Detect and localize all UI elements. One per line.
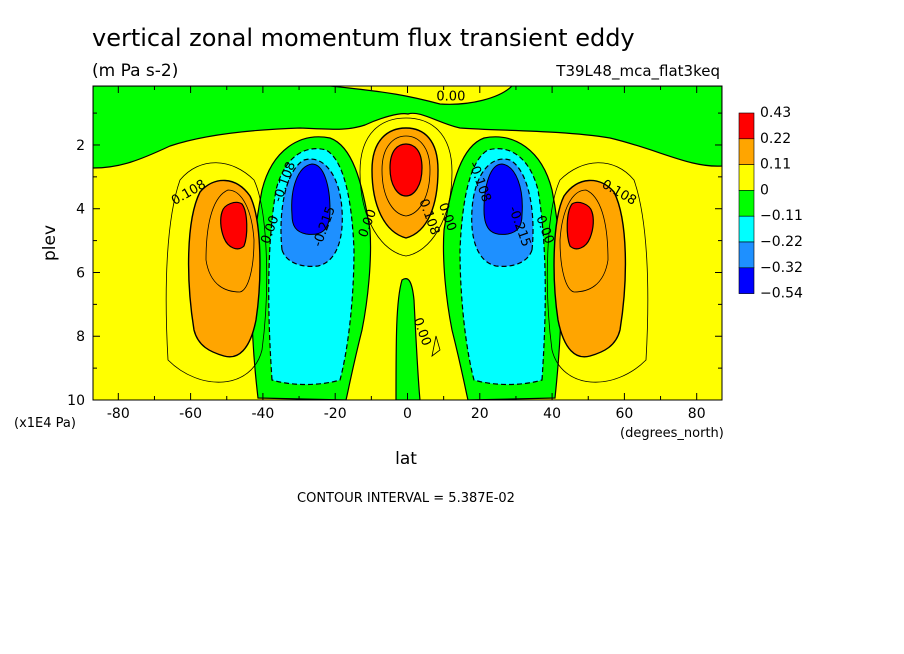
contour-line-right-inner bbox=[559, 189, 609, 293]
contour-line-small-triangle bbox=[431, 335, 441, 357]
contour-line-left-outer bbox=[165, 162, 268, 383]
x-tick-label: -80 bbox=[107, 406, 130, 422]
x-axis-label: lat bbox=[395, 449, 417, 469]
red-region-center bbox=[389, 143, 423, 197]
x-tick-label: 20 bbox=[471, 406, 489, 422]
legend-swatch bbox=[738, 241, 755, 269]
y-tick-label: 2 bbox=[76, 138, 85, 154]
contour-line-center-outer bbox=[359, 117, 453, 257]
y-tick-label: 8 bbox=[76, 329, 85, 345]
green-region-center bbox=[395, 278, 421, 400]
plot-area bbox=[93, 86, 722, 400]
contour-label: 0.00 bbox=[436, 89, 465, 104]
legend-swatch bbox=[738, 215, 755, 243]
color-legend: 0.43 0.22 0.11 0 −0.11 −0.22 −0.32 −0.54 bbox=[738, 105, 803, 302]
legend-label: 0 bbox=[760, 182, 769, 198]
x-tick-label: -40 bbox=[251, 406, 274, 422]
deepblue-region-left bbox=[291, 163, 331, 235]
x-tick-label: 80 bbox=[688, 406, 706, 422]
contour-line-left-inner bbox=[205, 189, 255, 293]
x-tick-label: -60 bbox=[179, 406, 202, 422]
x-tick-label: 40 bbox=[543, 406, 561, 422]
x-axis-units: (degrees_north) bbox=[620, 426, 724, 441]
legend-label: 0.11 bbox=[760, 157, 791, 173]
legend-label: 0.43 bbox=[760, 105, 791, 121]
chart-units: (m Pa s-2) bbox=[92, 61, 178, 81]
red-region-left bbox=[220, 201, 248, 250]
legend-label: −0.54 bbox=[760, 286, 803, 302]
green-region-top bbox=[93, 86, 722, 169]
x-tick-label: 60 bbox=[615, 406, 633, 422]
legend-swatch bbox=[738, 112, 755, 140]
chart-title: vertical zonal momentum flux transient e… bbox=[92, 24, 635, 52]
legend-swatch bbox=[738, 138, 755, 165]
legend-swatch bbox=[738, 190, 755, 217]
y-axis-label: plev bbox=[40, 225, 60, 261]
y-axis: 2 4 6 8 10 bbox=[67, 112, 722, 409]
legend-swatch bbox=[738, 267, 755, 294]
legend-label: −0.11 bbox=[760, 208, 803, 224]
contour-interval-note: CONTOUR INTERVAL = 5.387E-02 bbox=[297, 491, 515, 506]
legend-label: −0.32 bbox=[760, 260, 803, 276]
legend-label: −0.22 bbox=[760, 234, 803, 250]
contour-line-center-inner bbox=[381, 135, 431, 217]
x-axis: -80 -60 -40 -20 0 20 40 60 80 bbox=[107, 86, 706, 422]
red-region-right bbox=[566, 201, 594, 250]
legend-swatch bbox=[738, 164, 755, 191]
y-tick-label: 10 bbox=[67, 393, 85, 409]
x-tick-label: -20 bbox=[324, 406, 347, 422]
y-tick-label: 4 bbox=[76, 202, 85, 218]
contour-line-right-outer bbox=[546, 162, 649, 383]
legend-label: 0.22 bbox=[760, 131, 791, 147]
y-tick-label: 6 bbox=[76, 265, 85, 281]
run-label: T39L48_mca_flat3keq bbox=[555, 62, 720, 81]
x-tick-label: 0 bbox=[403, 406, 412, 422]
deepblue-region-right bbox=[483, 163, 523, 235]
y-axis-units: (x1E4 Pa) bbox=[14, 416, 76, 431]
